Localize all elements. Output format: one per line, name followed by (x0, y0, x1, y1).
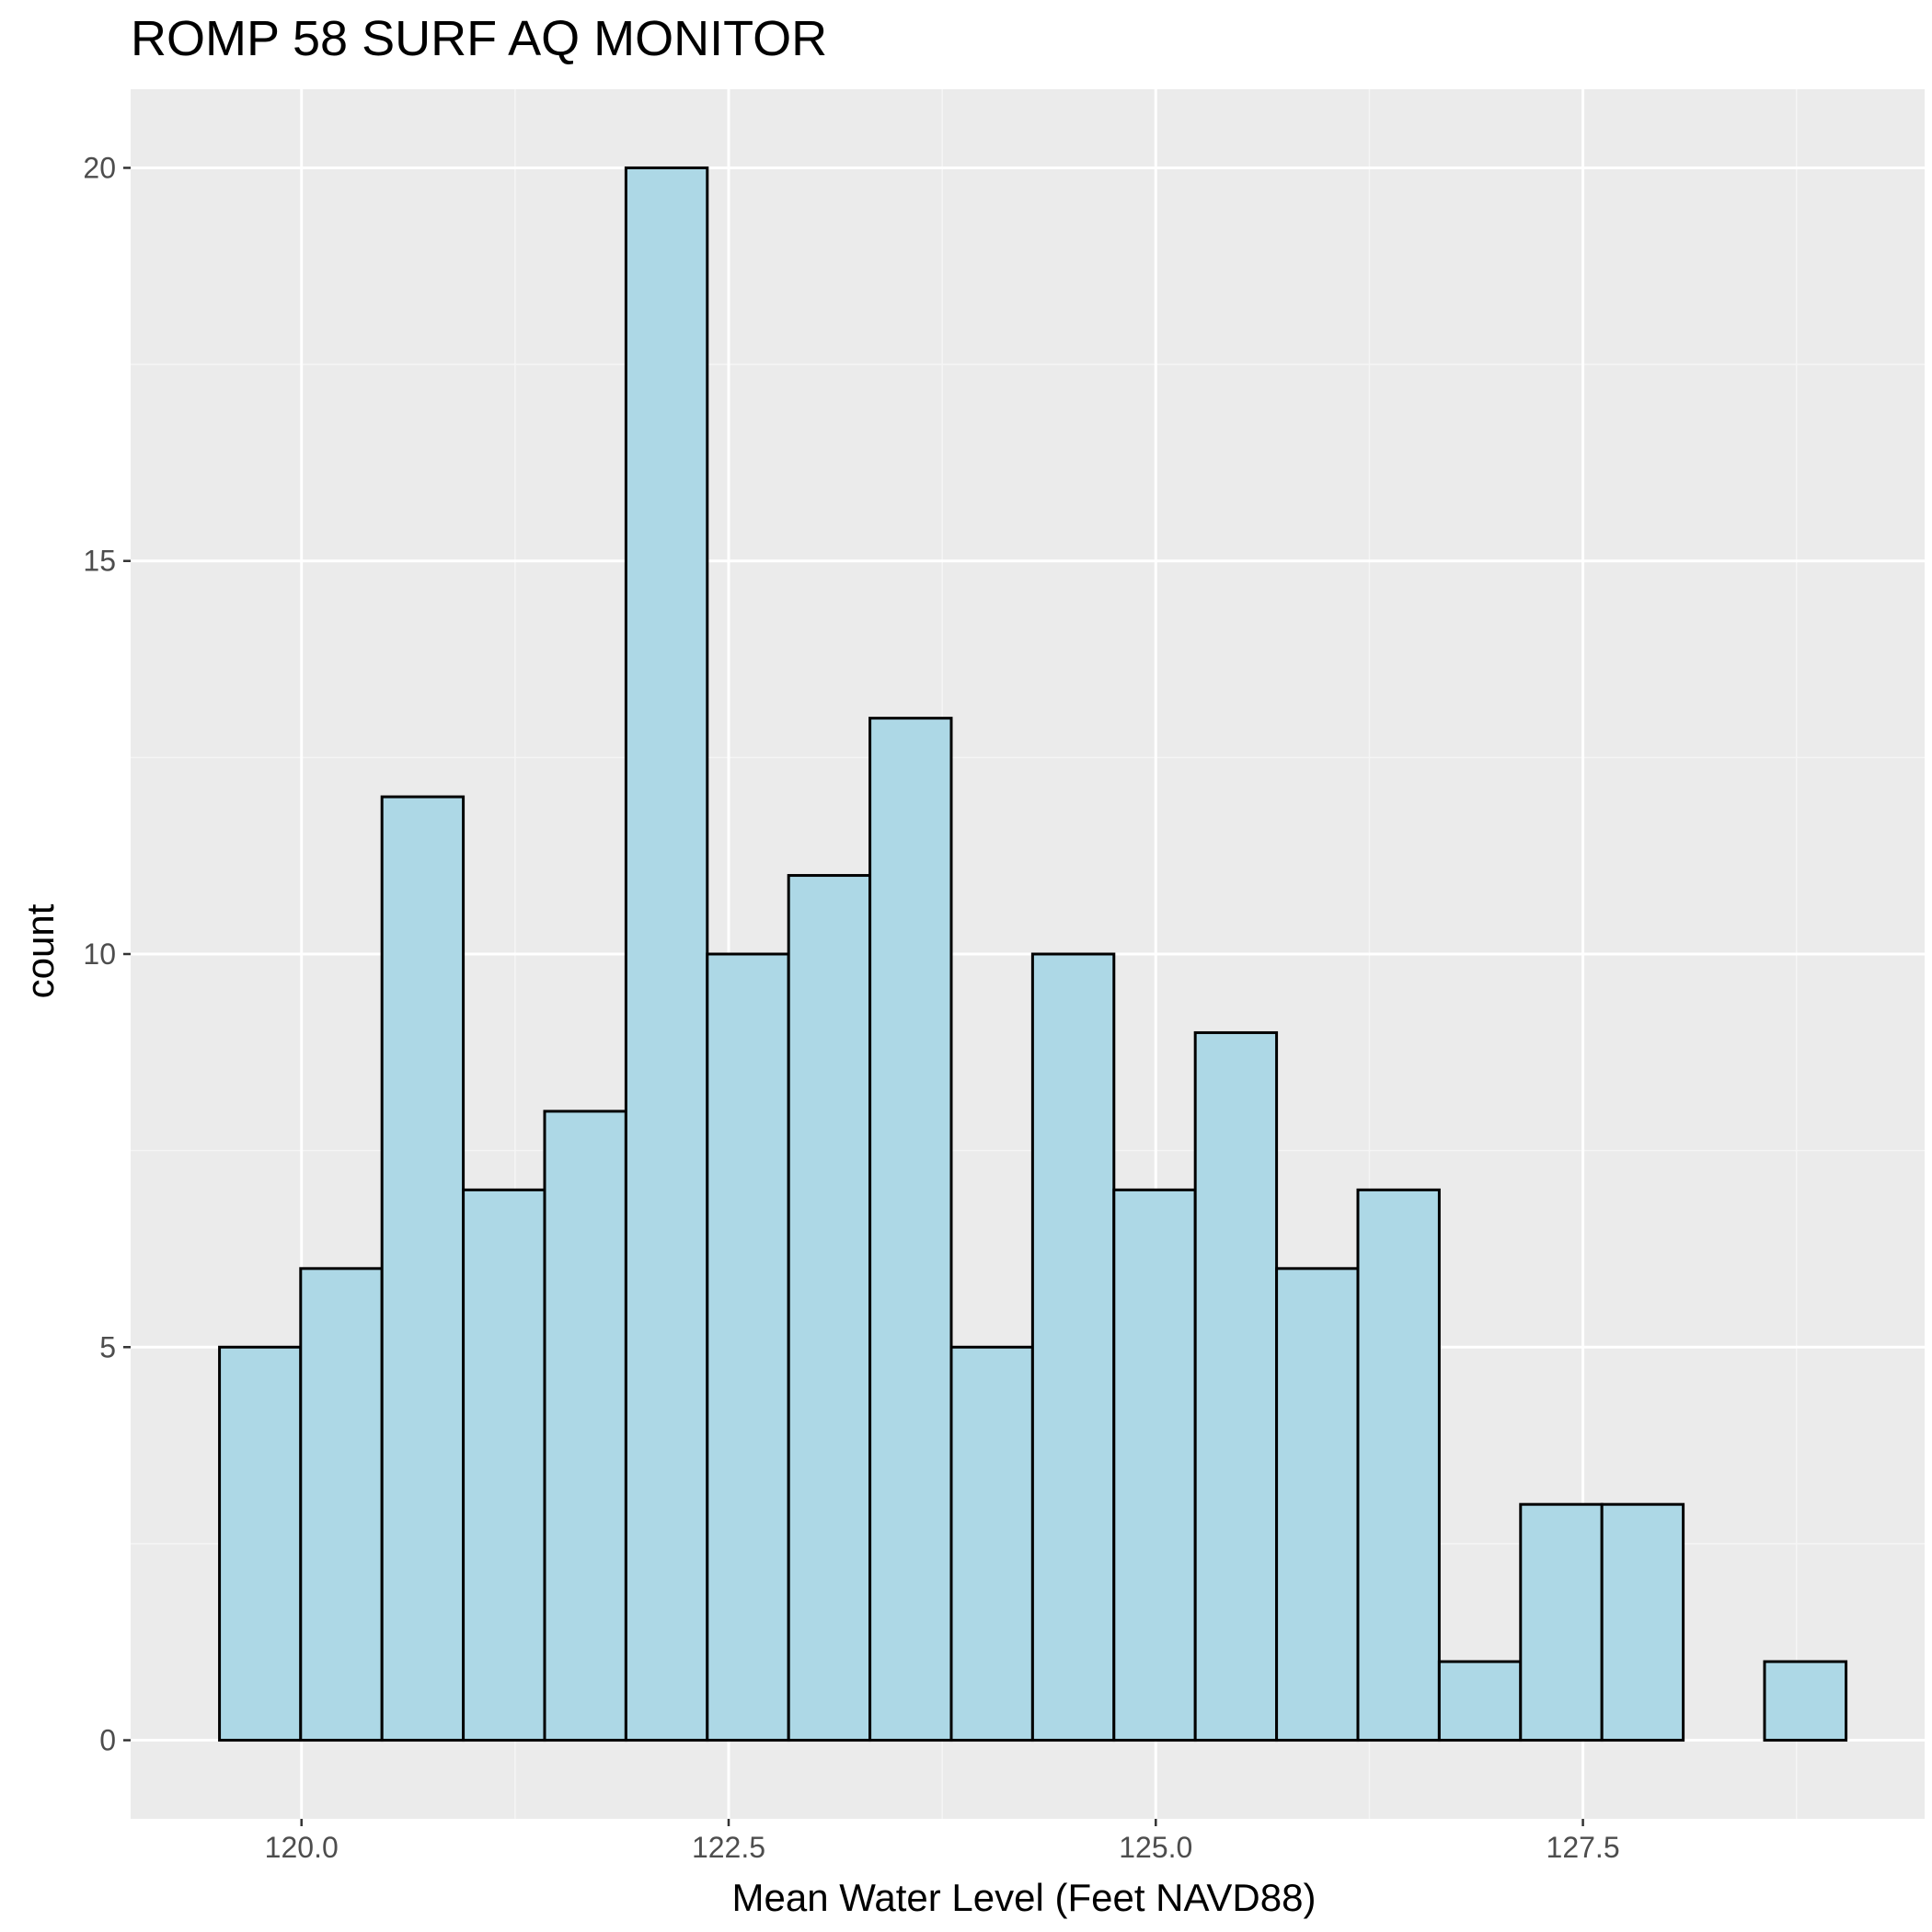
chart-title: ROMP 58 SURF AQ MONITOR (131, 11, 827, 66)
x-tick-label: 120.0 (265, 1831, 339, 1864)
y-axis-ticks: 0 5 10 15 20 (83, 151, 131, 1757)
histogram-bar (1600, 1502, 1685, 1742)
y-tick-label: 5 (99, 1330, 116, 1363)
x-axis-title: Mean Water Level (Feet NAVD88) (732, 1876, 1317, 1919)
histogram-bar (1519, 1502, 1604, 1742)
histogram-bar (706, 952, 790, 1742)
histogram-bar (1356, 1188, 1441, 1742)
histogram-bar (218, 1345, 303, 1742)
y-tick-label: 20 (83, 151, 116, 184)
histogram-bar (1193, 1030, 1279, 1742)
histogram-bar (949, 1345, 1034, 1742)
histogram-bar (1112, 1188, 1197, 1742)
histogram-bar (787, 874, 872, 1742)
histogram-bar (624, 166, 709, 1742)
y-tick-label: 15 (83, 545, 116, 578)
histogram-bar (380, 795, 466, 1742)
y-tick-label: 10 (83, 937, 116, 971)
histogram-bar (868, 717, 953, 1742)
histogram-bar (543, 1110, 627, 1742)
x-tick-label: 125.0 (1119, 1831, 1192, 1864)
x-tick-label: 122.5 (692, 1831, 765, 1864)
histogram-bar (1437, 1660, 1523, 1742)
histogram-bars (218, 166, 1848, 1742)
x-tick-label: 127.5 (1547, 1831, 1620, 1864)
y-axis-title: count (18, 903, 62, 998)
histogram-bar (462, 1188, 546, 1742)
histogram-bar (1030, 952, 1116, 1742)
y-tick-label: 0 (99, 1724, 116, 1757)
histogram-bar (1275, 1267, 1360, 1742)
x-axis-ticks: 120.0 122.5 125.0 127.5 (265, 1819, 1620, 1864)
histogram-bar (299, 1267, 384, 1742)
histogram-bar (1763, 1660, 1848, 1742)
